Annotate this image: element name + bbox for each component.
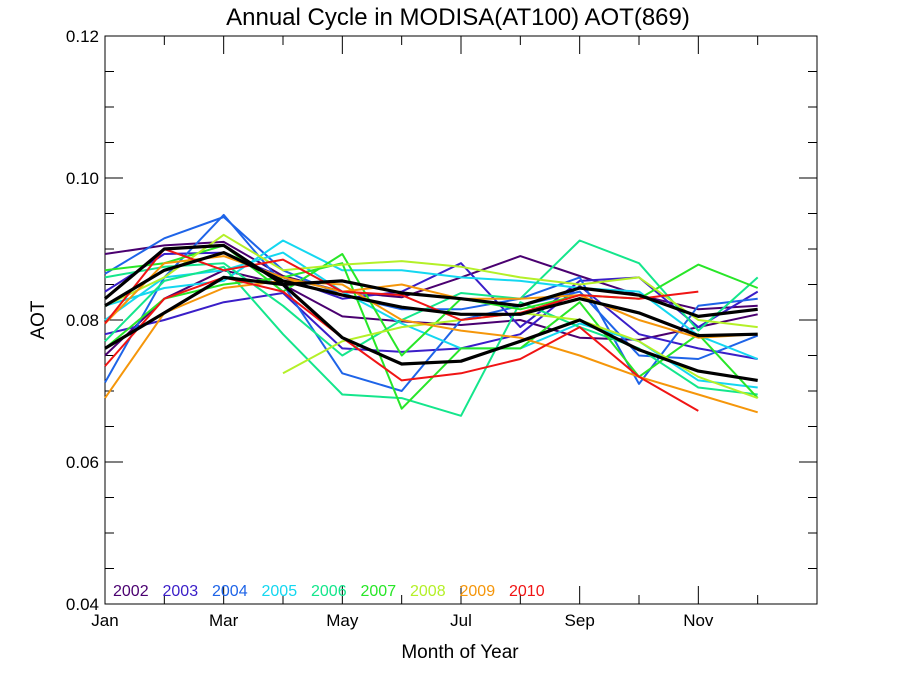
legend-entry-2002: 2002 [113,583,149,600]
series-line-2009 [104,279,758,414]
y-tick-label: 0.06 [66,453,99,472]
series-line-2010 [104,248,699,325]
chart-title: Annual Cycle in MODISA(AT100) AOT(869) [226,4,690,31]
series-line-2007 [104,262,759,410]
series-lines [104,213,759,417]
x-tick-label: Sep [565,611,595,630]
x-tick-label: May [326,611,359,630]
mean-line [104,275,758,382]
legend-entry-2003: 2003 [163,583,199,600]
series-line-2008 [104,233,758,329]
series-line-2010 [104,276,699,412]
x-tick-label: Jan [91,611,118,630]
mean-line [103,243,758,318]
y-tick-label: 0.12 [66,27,99,46]
series-line-2007 [104,244,759,357]
y-tick-label: 0.08 [66,311,99,330]
legend-entry-2007: 2007 [361,583,397,600]
legend-entry-2005: 2005 [262,583,298,600]
legend: 2002 2003 2004 2005 2006 2007 2008 2009 2010 [113,583,545,600]
x-tick-label: Mar [209,611,239,630]
legend-entry-2006: 2006 [311,583,347,600]
series-line-2009 [104,255,758,339]
y-tick-label: 0.10 [66,169,99,188]
legend-entry-2010: 2010 [509,583,545,600]
x-axis-label: Month of Year [401,642,519,663]
mean-lines [103,243,758,382]
x-tick-label: Nov [683,611,714,630]
y-tick-label: 0.04 [66,595,99,614]
y-axis-label: AOT [28,300,49,339]
series-line-2003 [104,284,758,360]
legend-entry-2008: 2008 [410,583,446,600]
x-tick-label: Jul [450,611,472,630]
legend-entry-2004: 2004 [212,583,248,600]
legend-entry-2009: 2009 [460,583,496,600]
y-axis: 0.04 0.06 0.08 0.10 0.12 [66,27,817,614]
mean-line [104,251,758,338]
x-axis: Jan Mar May Jul Sep Nov [91,36,759,630]
